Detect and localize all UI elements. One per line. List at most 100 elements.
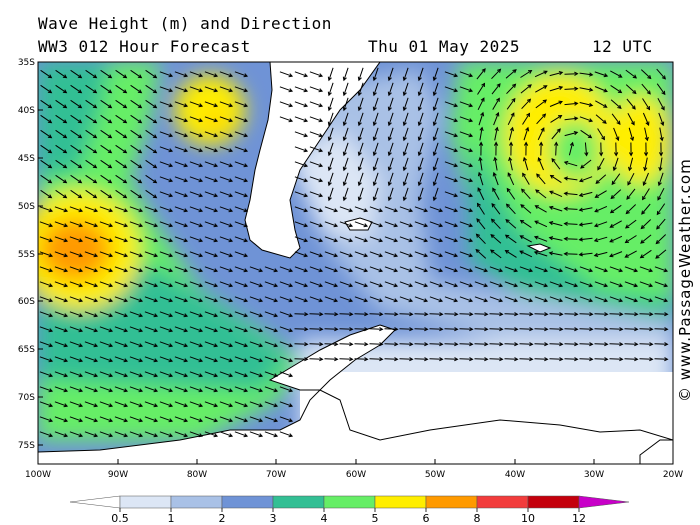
wave-arrow [84, 221, 99, 228]
wave-arrow [477, 171, 484, 186]
wave-arrow [174, 176, 189, 183]
wave-arrow [327, 127, 334, 142]
wave-arrow [579, 116, 594, 123]
wave-arrow [642, 172, 649, 186]
wave-arrow [628, 157, 634, 172]
wave-arrow [384, 266, 399, 273]
wave-arrow [387, 172, 394, 187]
lon-label: 70W [266, 470, 286, 480]
wave-arrow [144, 281, 159, 288]
wave-arrow [613, 142, 619, 157]
wave-arrow [372, 82, 379, 97]
wave-arrow [327, 187, 334, 202]
wave-arrow [234, 326, 249, 333]
wave-arrow [432, 172, 439, 187]
wave-arrow [144, 221, 159, 228]
wave-arrow [399, 342, 414, 347]
wave-arrow [579, 72, 594, 77]
legend-swatch [221, 495, 274, 509]
wave-arrow [99, 371, 114, 378]
wave-arrow [174, 146, 189, 153]
wave-arrow [99, 356, 114, 363]
wave-arrow [459, 176, 474, 183]
wave-arrow [564, 131, 579, 137]
wave-arrow [357, 187, 364, 202]
wave-arrow [534, 312, 549, 317]
wave-arrow [129, 236, 144, 243]
wave-arrow [625, 69, 638, 79]
wave-arrow [159, 116, 174, 123]
wave-arrow [84, 266, 99, 273]
wave-arrow [70, 129, 83, 139]
wave-arrow [505, 203, 516, 215]
wave-arrow [399, 327, 414, 332]
wave-arrow [99, 341, 114, 348]
wave-arrow [174, 371, 189, 378]
wave-arrow [309, 206, 324, 213]
wave-arrow [54, 266, 69, 273]
wave-arrow [594, 205, 608, 213]
wave-arrow [219, 326, 234, 333]
wave-arrow [609, 342, 624, 347]
wave-arrow [189, 161, 204, 168]
wave-arrow [593, 251, 608, 257]
wave-arrow [69, 266, 84, 273]
wave-arrow [130, 69, 143, 79]
wave-arrow [342, 187, 349, 202]
wave-arrow [342, 142, 349, 157]
wave-arrow [204, 161, 219, 168]
wave-arrow [444, 296, 459, 303]
wave-arrow [264, 431, 279, 438]
wave-arrow [84, 431, 99, 438]
wave-arrow [114, 431, 129, 438]
wave-arrow [357, 67, 364, 82]
wave-arrow [551, 128, 561, 140]
wave-arrow [39, 356, 54, 363]
wave-arrow [444, 236, 459, 243]
wave-arrow [640, 69, 652, 80]
wave-arrow [54, 296, 69, 303]
wave-arrow [624, 327, 639, 332]
wave-arrow [624, 357, 639, 362]
wave-arrow [339, 266, 354, 273]
wave-arrow [234, 86, 249, 93]
wave-arrow [611, 173, 621, 186]
wave-arrow [520, 84, 532, 94]
wave-arrow [534, 70, 548, 78]
wave-arrow [658, 157, 663, 172]
wave-arrow [357, 82, 364, 97]
wave-arrow [579, 342, 594, 347]
wave-arrow [459, 342, 474, 347]
wave-arrow [115, 69, 128, 79]
wave-arrow [609, 204, 622, 214]
wave-arrow [219, 236, 234, 243]
wave-arrow [549, 296, 564, 303]
wave-arrow [204, 281, 219, 288]
wave-arrow [491, 83, 501, 95]
wave-arrow [611, 113, 621, 126]
wave-arrow [595, 174, 607, 184]
wave-arrow [584, 142, 589, 157]
wave-arrow [594, 312, 609, 317]
wave-arrow [130, 114, 143, 124]
lat-label: 45S [18, 154, 35, 164]
wave-arrow [234, 71, 249, 78]
wave-arrow [189, 326, 204, 333]
wave-arrow [54, 356, 69, 363]
wave-arrow [189, 221, 204, 228]
wave-arrow [39, 266, 54, 273]
wave-arrow [55, 84, 68, 94]
wave-arrow [519, 266, 534, 273]
wave-arrow [520, 204, 532, 214]
wave-arrow [534, 327, 549, 332]
wave-arrow [159, 206, 174, 213]
wave-arrow [417, 172, 424, 187]
legend-label: 5 [372, 512, 379, 525]
wave-arrow [159, 71, 174, 78]
wave-arrow [384, 327, 399, 332]
wave-arrow [309, 191, 324, 198]
wave-arrow [309, 71, 324, 78]
wave-arrow [654, 357, 669, 362]
wave-arrow [354, 236, 369, 243]
wave-arrow [40, 189, 53, 199]
